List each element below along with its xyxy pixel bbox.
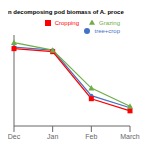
svg-text:Feb: Feb	[85, 133, 97, 140]
svg-text:March: March	[120, 133, 140, 140]
html-text:n decomposing pod biomass of A: n decomposing pod biomass of A. proce	[8, 9, 124, 15]
svg-text:Jan: Jan	[47, 133, 58, 140]
svg-text:Dec: Dec	[8, 133, 21, 140]
html-text:Cropping: Cropping	[54, 20, 79, 26]
html-text:Grazing: Grazing	[99, 20, 120, 26]
html-text:tree+crop: tree+crop	[94, 28, 120, 34]
